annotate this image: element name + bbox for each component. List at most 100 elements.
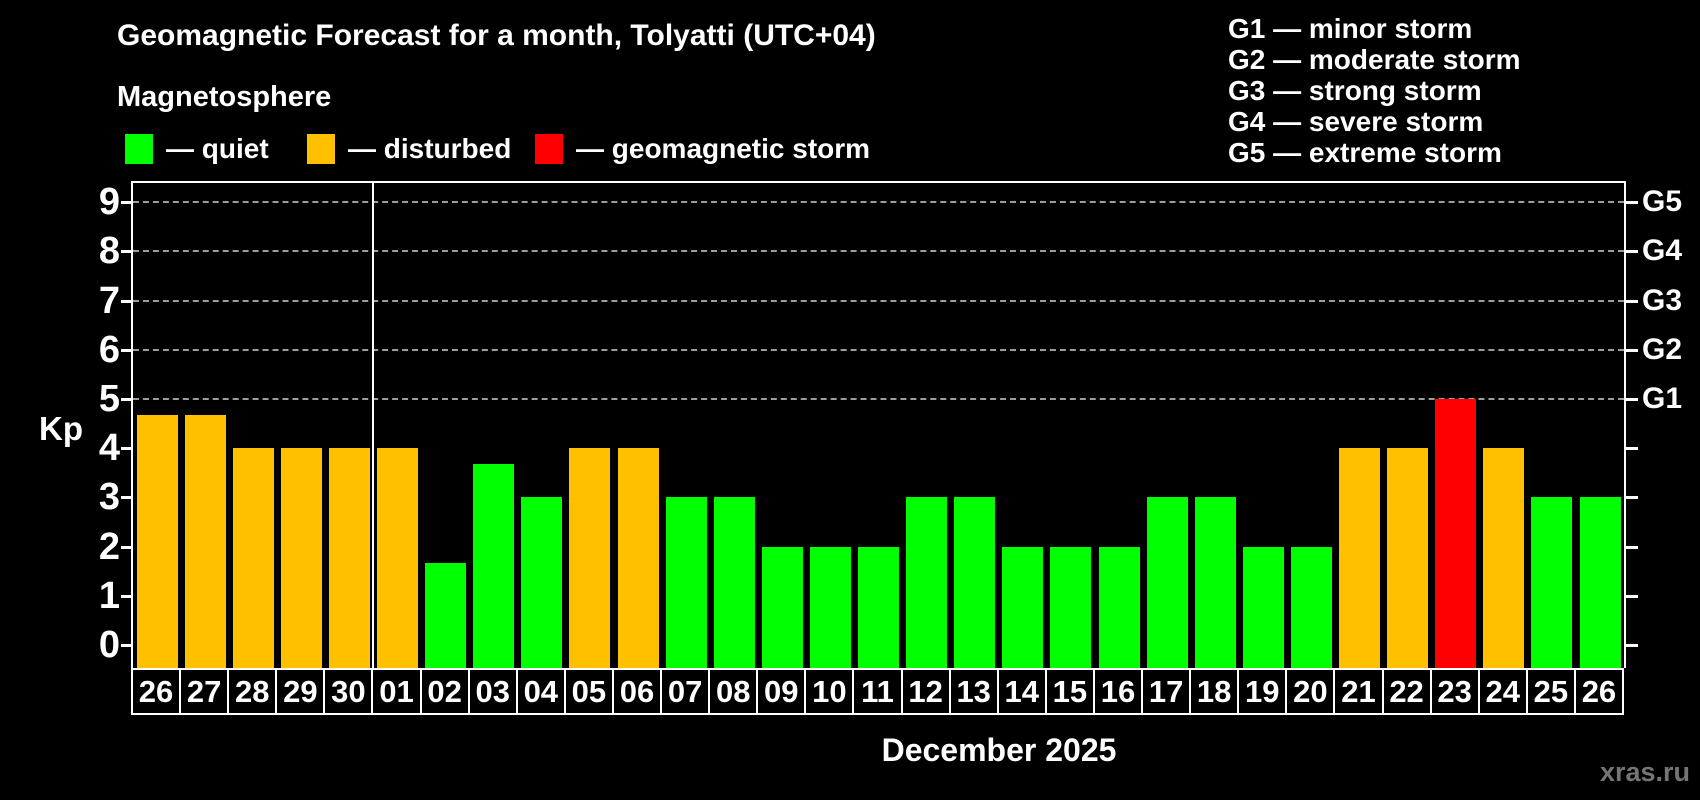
day-label-1-27: 27: [179, 668, 230, 715]
bar-day-10: [809, 546, 851, 668]
plot-area: [131, 181, 1626, 668]
g-scale-line-1: G1 — minor storm: [1228, 13, 1473, 44]
bar-day-05: [569, 448, 611, 668]
day-label-17-13: 13: [948, 668, 999, 715]
bar-day-01: [377, 448, 419, 668]
bar-day-06: [617, 448, 659, 668]
day-label-28-24: 24: [1477, 668, 1528, 715]
bar-day-24: [1483, 448, 1525, 668]
y-tick-label-9: 9: [98, 181, 120, 224]
bar-day-04: [521, 497, 563, 668]
disturbed-swatch: [307, 134, 335, 164]
day-label-30-26: 26: [1573, 668, 1624, 715]
bar-day-20: [1290, 546, 1332, 668]
y-tick-0: [121, 644, 133, 647]
bar-day-28: [232, 448, 274, 668]
magnetosphere-label: Magnetosphere: [117, 81, 332, 113]
right-tick-5: [1626, 398, 1638, 401]
storm-swatch: [535, 134, 563, 164]
day-label-16-12: 12: [900, 668, 951, 715]
right-tick-4: [1626, 447, 1638, 451]
right-tick-1: [1626, 594, 1638, 598]
day-label-27-23: 23: [1429, 668, 1480, 715]
gridline-kp-6: [133, 348, 1624, 351]
bar-day-19: [1242, 546, 1284, 668]
g-scale-legend: G1 — minor storm G2 — moderate storm G3 — …: [1228, 13, 1521, 168]
day-label-23-19: 19: [1237, 668, 1288, 715]
day-label-8-04: 04: [515, 668, 566, 715]
right-tick-9: [1626, 201, 1638, 205]
bar-day-09: [761, 546, 803, 668]
day-label-22-18: 18: [1189, 668, 1240, 715]
legend-label-quiet: — quiet: [166, 133, 269, 164]
bar-day-21: [1339, 448, 1381, 668]
bar-day-15: [1050, 546, 1092, 668]
gridline-kp-9: [133, 201, 1624, 204]
bar-day-08: [713, 497, 755, 668]
y-tick-3: [121, 496, 133, 500]
y-tick-label-4: 4: [98, 427, 120, 470]
g-level-label-G2: G2: [1642, 332, 1683, 366]
right-tick-3: [1626, 496, 1638, 500]
day-label-18-14: 14: [996, 668, 1047, 715]
right-tick-6: [1626, 348, 1638, 352]
right-tick-0: [1626, 644, 1638, 647]
day-label-10-06: 06: [611, 668, 663, 715]
y-tick-label-3: 3: [98, 476, 120, 519]
day-label-11-07: 07: [660, 668, 711, 715]
bar-day-23: [1435, 399, 1477, 668]
g-scale-line-2: G2 — moderate storm: [1228, 44, 1521, 75]
legend-label-storm: — geomagnetic storm: [576, 133, 871, 164]
day-label-20-16: 16: [1092, 668, 1144, 715]
day-label-29-25: 25: [1525, 668, 1576, 715]
day-label-25-21: 21: [1333, 668, 1384, 715]
y-tick-6: [121, 348, 133, 352]
y-tick-7: [121, 299, 133, 303]
bar-day-07: [665, 497, 707, 668]
bar-day-18: [1194, 497, 1236, 668]
bar-day-17: [1146, 497, 1188, 668]
watermark: xras.ru: [1599, 757, 1690, 787]
quiet-swatch: [125, 134, 153, 164]
right-tick-8: [1626, 250, 1638, 254]
month-separator-line: [372, 183, 375, 668]
gridline-kp-5: [133, 398, 1624, 400]
y-tick-label-8: 8: [98, 230, 120, 273]
bar-day-25: [1531, 497, 1573, 668]
bar-day-27: [184, 415, 226, 668]
y-tick-label-7: 7: [98, 279, 120, 322]
day-label-13-09: 09: [756, 668, 807, 715]
bar-day-16: [1098, 546, 1140, 668]
y-tick-label-2: 2: [98, 525, 120, 568]
legend-item-disturbed: — disturbed: [307, 133, 511, 165]
right-tick-7: [1626, 299, 1638, 303]
gridline-kp-7: [133, 299, 1624, 302]
chart-title: Geomagnetic Forecast for a month, Tolyat…: [117, 19, 876, 52]
bar-day-30: [328, 448, 370, 668]
day-label-9-05: 05: [563, 668, 614, 715]
gridline-kp-8: [133, 250, 1624, 253]
day-label-24-20: 20: [1285, 668, 1336, 715]
day-label-4-30: 30: [323, 668, 374, 715]
g-scale-line-4: G4 — severe storm: [1228, 106, 1484, 137]
bar-day-14: [1002, 546, 1044, 668]
y-tick-9: [121, 201, 133, 205]
y-tick-5: [121, 398, 133, 401]
day-label-21-17: 17: [1141, 668, 1192, 715]
g-scale-line-5: G5 — extreme storm: [1228, 137, 1502, 168]
bar-day-02: [425, 562, 467, 668]
g-level-label-G3: G3: [1642, 283, 1683, 317]
bar-day-29: [280, 448, 322, 668]
legend-label-disturbed: — disturbed: [348, 133, 512, 164]
y-axis-title: Kp: [39, 410, 83, 447]
y-tick-1: [121, 594, 133, 598]
y-tick-label-5: 5: [98, 378, 120, 420]
day-label-14-10: 10: [804, 668, 855, 715]
bar-day-26: [136, 415, 178, 668]
day-label-0-26: 26: [131, 668, 182, 715]
legend-item-storm: — geomagnetic storm: [535, 133, 870, 165]
g-level-label-G4: G4: [1642, 234, 1683, 268]
bar-day-22: [1387, 448, 1429, 668]
day-label-6-02: 02: [419, 668, 470, 715]
